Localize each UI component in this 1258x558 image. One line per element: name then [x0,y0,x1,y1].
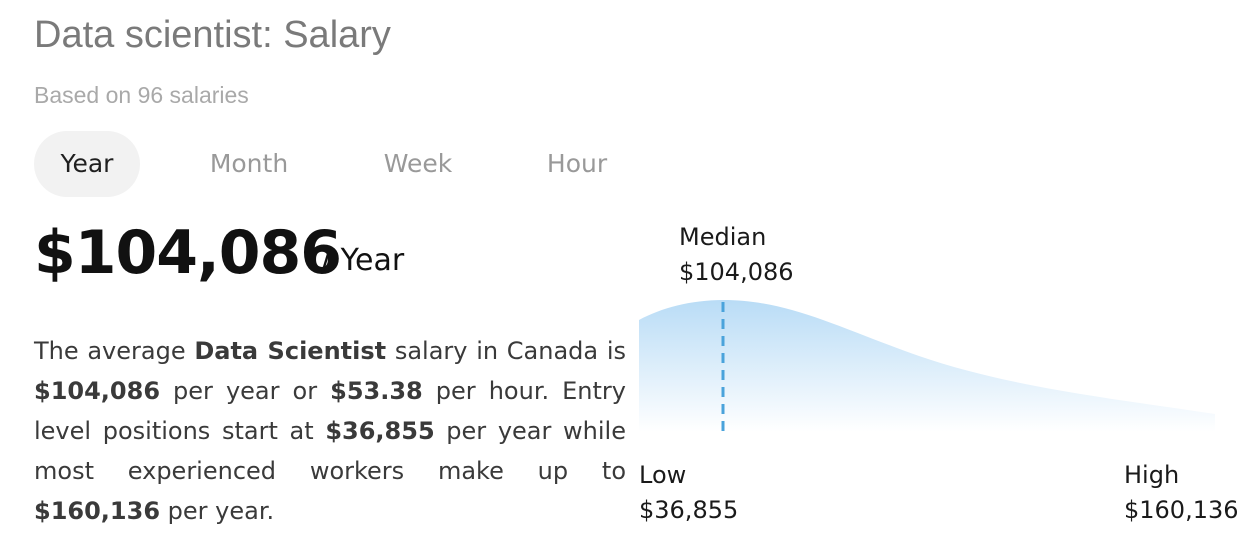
low-label: Low $36,855 [639,458,738,528]
tab-hour[interactable]: Hour [546,149,608,178]
high-label-text: High [1124,461,1180,489]
description-text: salary in Canada is [386,337,627,365]
description-hourly-salary: $53.38 [330,377,423,405]
page-title: Data scientist: Salary [34,14,391,56]
median-value: $104,086 [679,258,794,286]
tab-year[interactable]: Year [34,131,140,197]
description-text: per year or [160,377,331,405]
tab-week[interactable]: Week [383,149,453,178]
description-low-salary: $36,855 [325,417,435,445]
description-yearly-salary: $104,086 [34,377,161,405]
low-label-text: Low [639,461,687,489]
salary-period: / Year [321,243,405,278]
description-text: per hour. Entry level positions start at [34,377,626,445]
median-label: Median $104,086 [679,220,794,290]
salary-amount: $104,086 [34,218,342,288]
description-text: per year. [160,497,275,525]
description-text: The average [34,337,195,365]
description-job-title: Data Scientist [194,337,387,365]
high-value: $160,136 [1124,496,1239,524]
description-text: per year while most experienced workers … [34,417,626,485]
distribution-area [639,300,1215,432]
median-label-text: Median [679,223,767,251]
salary-distribution-curve [639,300,1215,432]
description-high-salary: $160,136 [34,497,161,525]
low-value: $36,855 [639,496,739,524]
salary-count-subtitle: Based on 96 salaries [34,82,249,108]
tab-month[interactable]: Month [209,149,289,178]
salary-description: The average Data Scientist salary in Can… [34,331,626,531]
high-label: High $160,136 [1124,458,1239,528]
